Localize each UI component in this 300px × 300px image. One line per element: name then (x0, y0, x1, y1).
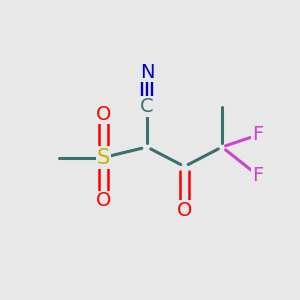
Text: O: O (96, 191, 111, 211)
Text: C: C (140, 97, 154, 116)
Text: O: O (177, 200, 192, 220)
Text: F: F (252, 166, 264, 185)
Text: N: N (140, 62, 154, 82)
Text: S: S (97, 148, 110, 167)
Text: F: F (252, 125, 264, 145)
Text: O: O (96, 104, 111, 124)
